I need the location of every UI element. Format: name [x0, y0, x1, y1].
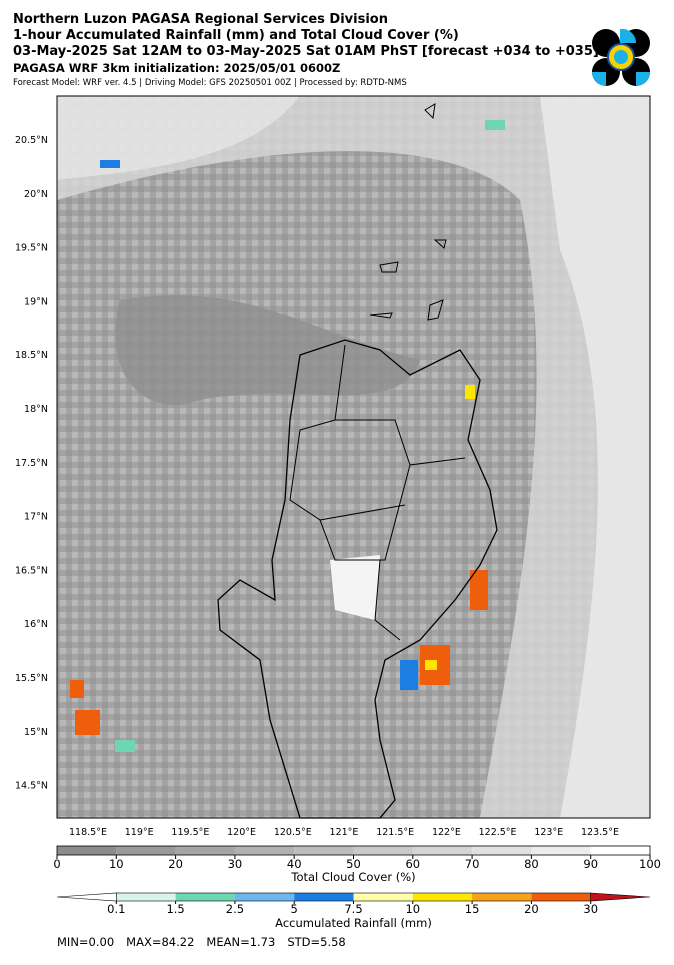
rain-swatch: [175, 893, 235, 901]
title-line: PAGASA WRF 3km initialization: 2025/05/0…: [13, 61, 340, 75]
tick-label: 100: [639, 857, 661, 871]
title-line: 03-May-2025 Sat 12AM to 03-May-2025 Sat …: [13, 44, 599, 59]
tick-label: 10: [109, 857, 124, 871]
rain-swatch: [294, 893, 354, 901]
map: 20.5°N 20°N 19.5°N 19°N 18.5°N 18°N 17.5°N 17°N…: [15, 95, 651, 838]
lat-label: 18.5°N: [15, 350, 48, 361]
cloud-swatch: [531, 846, 591, 855]
stat: STD=5.58: [287, 935, 345, 949]
cloud-swatch: [175, 846, 235, 855]
tick-label: 30: [228, 857, 243, 871]
rain-swatch: [472, 893, 532, 901]
tick-label: 20: [524, 902, 539, 916]
lat-label: 17°N: [24, 512, 48, 523]
lon-label: 119°E: [125, 827, 154, 838]
rain-swatch: [590, 892, 651, 902]
tick-label: 1.5: [166, 902, 184, 916]
lat-label: 17.5°N: [15, 458, 48, 469]
lon-label: 121°E: [330, 827, 359, 838]
lon-label: 123.5°E: [581, 827, 619, 838]
cloud-swatch: [353, 846, 413, 855]
logo: [592, 28, 650, 86]
tick-label: 60: [405, 857, 420, 871]
cloud-swatch: [472, 846, 532, 855]
lat-label: 16°N: [24, 619, 48, 630]
stat: MEAN=1.73: [206, 935, 275, 949]
title-line: 1-hour Accumulated Rainfall (mm) and Tot…: [13, 28, 459, 43]
cloud-swatch: [57, 846, 117, 855]
rain-swatch: [412, 893, 473, 901]
rain-swatch: [531, 893, 591, 901]
lon-label: 123°E: [534, 827, 563, 838]
tick-label: 20: [168, 857, 183, 871]
stat: MAX=84.22: [126, 935, 194, 949]
lat-label: 19.5°N: [15, 243, 48, 254]
tick-label: 50: [346, 857, 361, 871]
title-line: Northern Luzon PAGASA Regional Services …: [13, 12, 388, 27]
tick-label: 0.1: [107, 902, 125, 916]
colorbar-label: Accumulated Rainfall (mm): [275, 916, 432, 930]
lon-label: 122°E: [432, 827, 461, 838]
cloud-swatch: [234, 846, 295, 855]
tick-label: 5: [291, 902, 298, 916]
rain-swatch: [116, 893, 176, 901]
subtitle: Forecast Model: WRF ver. 4.5 | Driving M…: [13, 78, 407, 88]
rain-swatch: [234, 893, 295, 901]
lat-label: 15°N: [24, 727, 48, 738]
stat: MIN=0.00: [57, 935, 114, 949]
stats: MIN=0.00 MAX=84.22 MEAN=1.73 STD=5.58: [57, 935, 346, 949]
coastline: [217, 339, 498, 819]
tick-label: 0: [53, 857, 60, 871]
lon-label: 121.5°E: [376, 827, 414, 838]
tick-label: 30: [583, 902, 598, 916]
lat-label: 20°N: [24, 189, 48, 200]
tick-label: 7.5: [344, 902, 362, 916]
rain-swatch: [56, 892, 117, 902]
tick-label: 2.5: [226, 902, 244, 916]
lat-label: 15.5°N: [15, 673, 48, 684]
cloud-swatch: [412, 846, 473, 855]
tick-label: 15: [465, 902, 480, 916]
lon-label: 120°E: [227, 827, 256, 838]
lat-label: 20.5°N: [15, 135, 48, 146]
rain-swatch: [353, 893, 413, 901]
tick-label: 80: [524, 857, 539, 871]
cloud-swatch: [116, 846, 176, 855]
lon-label: 120.5°E: [274, 827, 312, 838]
tick-label: 90: [583, 857, 598, 871]
lon-label: 118.5°E: [69, 827, 107, 838]
cloud-swatch: [590, 846, 650, 855]
lon-label: 119.5°E: [171, 827, 209, 838]
lat-label: 18°N: [24, 404, 48, 415]
lat-label: 16.5°N: [15, 565, 48, 576]
tick-label: 40: [287, 857, 302, 871]
lat-label: 14.5°N: [15, 781, 48, 792]
lon-label: 122.5°E: [479, 827, 517, 838]
tick-label: 70: [465, 857, 480, 871]
cloud-swatch: [294, 846, 354, 855]
colorbar-label: Total Cloud Cover (%): [290, 870, 415, 884]
tick-label: 10: [405, 902, 420, 916]
lat-label: 19°N: [24, 296, 48, 307]
